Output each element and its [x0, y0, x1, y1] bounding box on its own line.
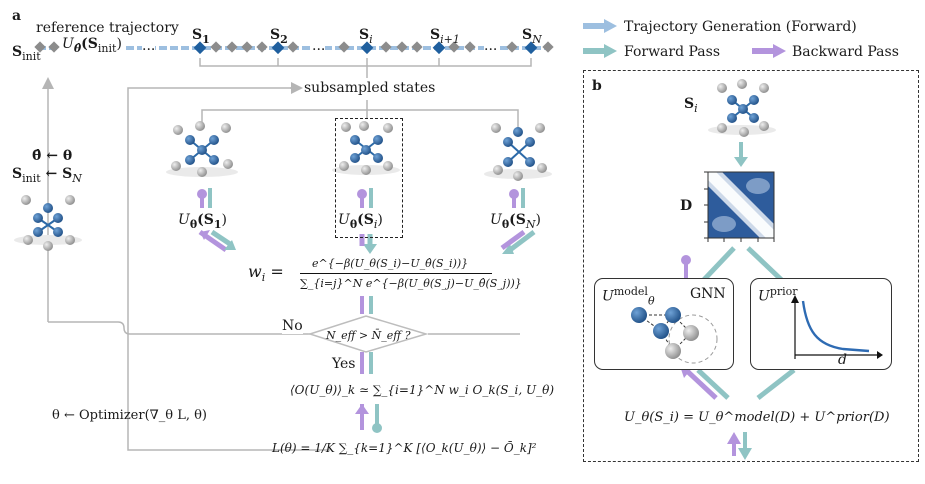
- u-sn-label: Uθ(SN): [490, 212, 541, 231]
- s-label-n: SN: [522, 27, 542, 46]
- highlight-si-box: [335, 118, 403, 238]
- condition-diamond: [307, 315, 429, 353]
- s-init-label: Sinit: [12, 44, 41, 63]
- s-label-1: S1: [192, 27, 210, 46]
- gnn-label: GNN: [690, 286, 726, 302]
- molecule-b-si: [708, 79, 776, 137]
- legend-arrow-traj: [583, 19, 617, 33]
- s-label-i: Si: [359, 27, 373, 46]
- final-eq: U_θ(S_i) = U_θ^model(D) + U^prior(D): [624, 410, 890, 425]
- subsampled-states-label: subsampled states: [304, 80, 436, 96]
- dots-1: ...: [142, 38, 156, 54]
- prior-axis-d: d: [838, 352, 847, 368]
- s-label-i1: Si+1: [430, 27, 460, 46]
- model-box-title: Umodelθ: [602, 285, 655, 308]
- u-theta-hat-label: Uθ̂(Sinit): [60, 36, 124, 57]
- gnn-graph-icon: [631, 307, 718, 364]
- legend-arrow-forward: [583, 44, 617, 58]
- observable-eq: ⟨O(U_θ)⟩_k ≃ ∑_{i=1}^N w_i O_k(S_i, U_θ): [290, 383, 555, 397]
- loss-eq: L(θ) = 1/K ∑_{k=1}^K [⟨O_k(U_θ)⟩ − Ō_k]²: [272, 441, 537, 455]
- optimizer-eq: θ ← Optimizer(∇_θ L, θ): [52, 408, 207, 423]
- legend-label-backward: Backward Pass: [792, 44, 899, 60]
- yes-label: Yes: [332, 356, 356, 372]
- trajectory-line: [34, 41, 554, 78]
- molecule-s1: [166, 121, 238, 177]
- prior-box: [750, 278, 892, 370]
- dots-2: ...: [312, 38, 326, 54]
- panel-b-state-label: Si: [684, 96, 698, 115]
- panel-a-label: a: [12, 8, 22, 24]
- s-label-2: S2: [270, 27, 288, 46]
- reference-trajectory-label: reference trajectory: [36, 20, 179, 36]
- d-label: D: [680, 198, 693, 214]
- weight-fraction-bar: [300, 273, 492, 274]
- u-s1-label: Uθ(S1): [178, 212, 228, 231]
- feedback-lines: [42, 77, 520, 451]
- prior-curve-plot: [791, 295, 883, 359]
- legend-arrow-backward: [752, 44, 786, 58]
- update-theta-label: θ̂ ← θ: [32, 148, 73, 164]
- gnn-model-box: [594, 278, 734, 370]
- prior-box-title: Uprior: [758, 285, 798, 305]
- dots-3: ...: [484, 38, 498, 54]
- weight-numerator: e^{−β(U_θ(S_i)−U_θ̂(S_i))}: [312, 257, 469, 270]
- molecule-sn: [484, 123, 552, 181]
- weight-lhs: wi =: [248, 262, 284, 285]
- no-label: No: [282, 318, 303, 334]
- flow-arrows-panel-a: [197, 188, 536, 433]
- u-si-label: Uθ(Si): [338, 212, 383, 231]
- neff-condition: N_eff > N̄_eff ?: [326, 329, 411, 342]
- molecule-sinit: [14, 195, 82, 251]
- distance-matrix-heatmap: [704, 171, 775, 242]
- panel-b-label: b: [592, 78, 602, 94]
- trajectory-nodes: [34, 41, 554, 55]
- update-sinit-label: Sinit ← SN: [12, 166, 82, 185]
- molecule-si: [332, 121, 400, 175]
- legend-label-forward: Forward Pass: [624, 44, 721, 60]
- legend-label-traj: Trajectory Generation (Forward): [624, 19, 857, 35]
- weight-denominator: ∑_{i=j}^N e^{−β(U_θ(S_j)−U_θ̂(S_j))}: [300, 277, 522, 290]
- panel-b-frame: [583, 70, 919, 462]
- legend-arrows: [583, 19, 786, 58]
